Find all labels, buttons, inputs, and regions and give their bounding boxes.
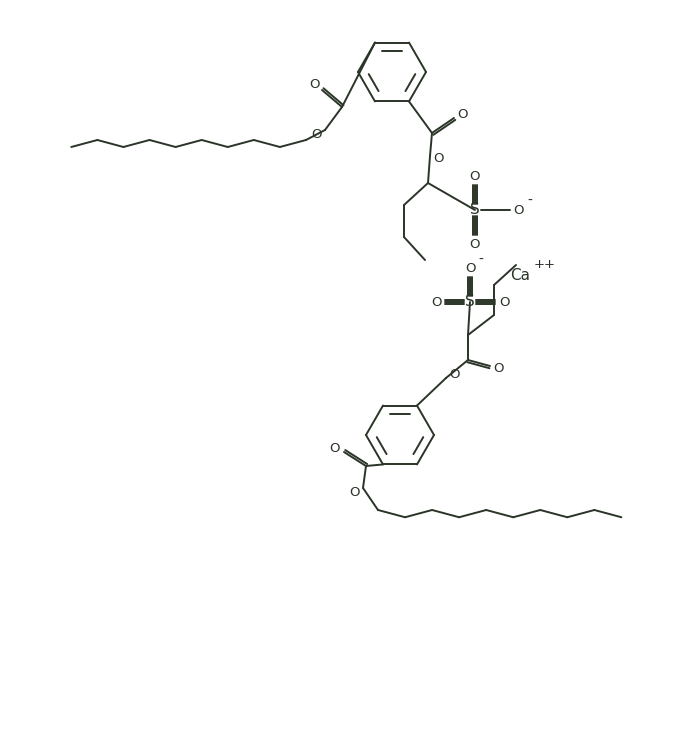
Text: O: O <box>470 237 480 251</box>
Text: O: O <box>465 262 475 275</box>
Text: O: O <box>499 295 510 309</box>
Text: O: O <box>493 362 504 374</box>
Text: O: O <box>470 169 480 183</box>
Text: O: O <box>350 486 360 498</box>
Text: S: S <box>470 202 480 218</box>
Text: Ca: Ca <box>510 268 530 283</box>
Text: O: O <box>456 108 467 122</box>
Text: O: O <box>449 368 459 380</box>
Text: O: O <box>514 204 524 216</box>
Text: O: O <box>309 78 319 90</box>
Text: S: S <box>465 295 475 310</box>
Text: -: - <box>479 253 484 267</box>
Text: O: O <box>329 442 340 454</box>
Text: O: O <box>431 295 441 309</box>
Text: -: - <box>528 194 533 208</box>
Text: ++: ++ <box>534 259 556 272</box>
Text: O: O <box>433 152 443 166</box>
Text: O: O <box>312 128 322 142</box>
